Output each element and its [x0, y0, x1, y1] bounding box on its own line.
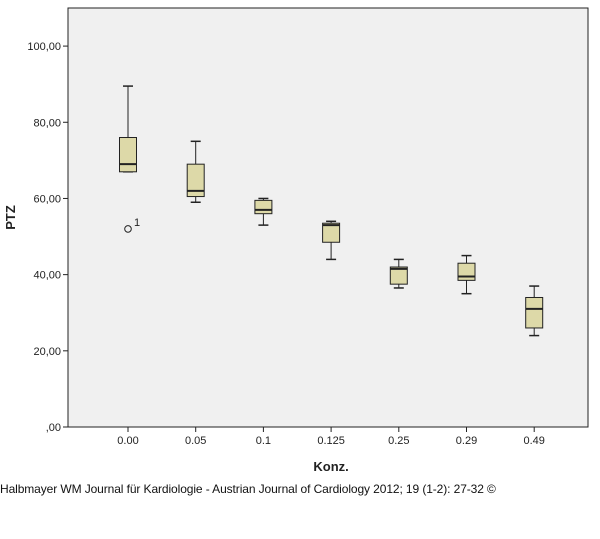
box-iqr: [322, 222, 341, 243]
box-iqr: [119, 137, 137, 173]
x-tick-label: 0.00: [117, 435, 138, 447]
box-iqr: [525, 296, 544, 329]
plot-area: [67, 7, 589, 428]
x-axis-title: Konz.: [313, 459, 348, 474]
x-tick-label: 0.25: [388, 435, 409, 447]
box-iqr: [254, 199, 273, 215]
y-tick-label: 100,00: [27, 41, 61, 53]
y-tick-label: ,00: [46, 422, 61, 434]
y-tick-label: 80,00: [33, 117, 61, 129]
x-tick-label: 0.05: [185, 435, 206, 447]
box-group: [322, 220, 341, 261]
x-tick-label: 0.29: [456, 435, 477, 447]
y-axis-title: PTZ: [3, 205, 18, 230]
box-iqr: [186, 163, 205, 198]
y-axis: ,00 20,00 40,00 60,00 80,00 100,00: [27, 41, 68, 434]
x-axis: 0.00 0.05 0.1 0.125 0.25 0.29 0.49: [117, 427, 545, 447]
y-tick-label: 20,00: [33, 346, 61, 358]
box-group: [119, 85, 137, 173]
x-tick-label: 0.125: [317, 435, 345, 447]
outlier-point: [124, 225, 132, 233]
box-series: 1: [119, 85, 544, 337]
x-tick-label: 0.49: [523, 435, 544, 447]
box-group: [389, 258, 408, 289]
box-group: [525, 285, 544, 337]
box-iqr: [457, 262, 476, 281]
box-group: [457, 254, 476, 295]
y-tick-label: 60,00: [33, 193, 61, 205]
outlier-label: 1: [134, 217, 140, 229]
x-tick-label: 0.1: [256, 435, 271, 447]
box-group: [186, 140, 205, 204]
box-group: [254, 197, 273, 226]
source-caption: Halbmayer WM Journal für Kardiologie - A…: [0, 482, 496, 496]
box-iqr: [389, 266, 408, 285]
y-tick-label: 40,00: [33, 270, 61, 282]
